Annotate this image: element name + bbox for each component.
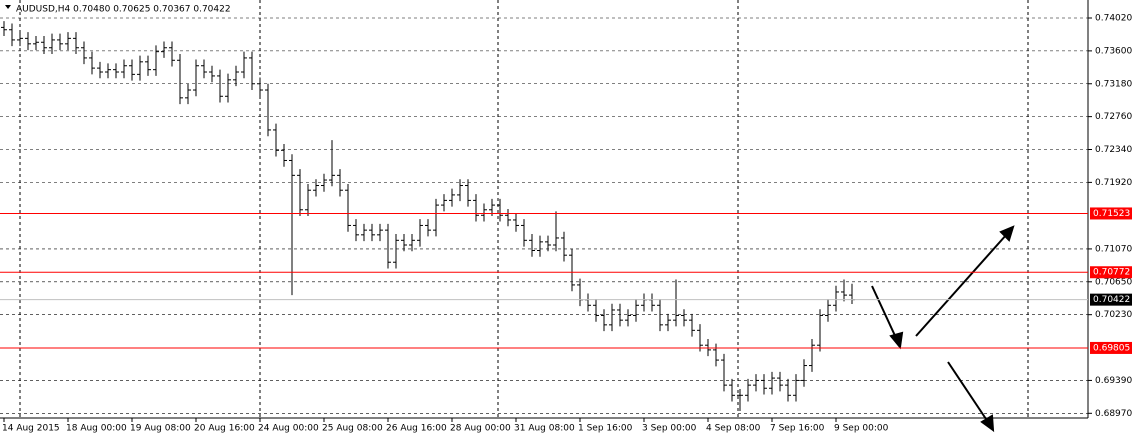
- x-tick-label: 1 Sep 16:00: [578, 424, 633, 434]
- x-tick-label: 4 Sep 08:00: [706, 424, 761, 434]
- x-tick-label: 19 Aug 08:00: [130, 424, 191, 434]
- x-tick-label: 18 Aug 00:00: [66, 424, 127, 434]
- level-label: 0.70772: [1093, 268, 1130, 278]
- menu-icon[interactable]: [5, 5, 11, 9]
- level-label-bg: [1090, 341, 1132, 354]
- y-tick-label: 0.69390: [1095, 376, 1132, 386]
- y-tick-label: 0.73180: [1095, 79, 1132, 89]
- y-tick-label: 0.70230: [1095, 310, 1132, 320]
- x-tick-label: 3 Sep 00:00: [642, 424, 697, 434]
- y-tick-label: 0.72340: [1095, 145, 1132, 155]
- x-tick-label: 31 Aug 08:00: [514, 424, 575, 434]
- x-tick-label: 28 Aug 00:00: [450, 424, 511, 434]
- x-tick-label: 26 Aug 16:00: [386, 424, 447, 434]
- x-tick-label: 24 Aug 00:00: [258, 424, 319, 434]
- annotation-arrows: [871, 225, 1015, 433]
- x-tick-label: 20 Aug 16:00: [194, 424, 255, 434]
- price-label: 0.70422: [1093, 295, 1130, 305]
- y-tick-label: 0.74020: [1095, 14, 1132, 24]
- x-tick-label: 25 Aug 08:00: [322, 424, 383, 434]
- level-label-bg: [1090, 266, 1132, 279]
- y-tick-label: 0.71920: [1095, 178, 1132, 188]
- y-tick-label: 0.68970: [1095, 409, 1132, 419]
- chart-title: AUDUSD,H4 0.70480 0.70625 0.70367 0.7042…: [16, 5, 231, 15]
- y-tick-label: 0.70650: [1095, 277, 1132, 287]
- y-tick-label: 0.71070: [1095, 244, 1132, 254]
- x-tick-label: 7 Sep 16:00: [770, 424, 825, 434]
- y-tick-label: 0.73600: [1095, 46, 1132, 56]
- price-label-bg: [1090, 293, 1132, 306]
- x-tick-label: 14 Aug 2015: [2, 424, 60, 434]
- level-label: 0.71523: [1093, 209, 1130, 219]
- y-tick-label: 0.72760: [1095, 112, 1132, 122]
- level-label-bg: [1090, 207, 1132, 220]
- week-separators: [19, 0, 1029, 418]
- level-label: 0.69805: [1093, 343, 1130, 353]
- x-tick-label: 9 Sep 00:00: [834, 424, 889, 434]
